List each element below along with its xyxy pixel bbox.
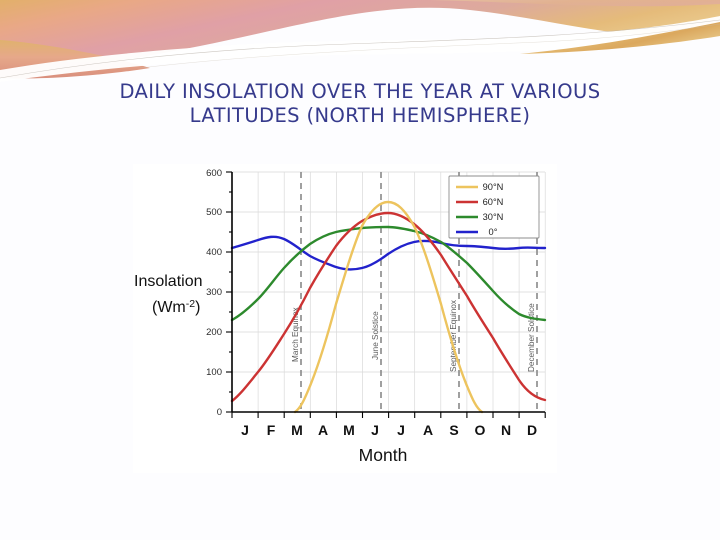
swoosh-band-primary xyxy=(0,0,720,68)
series-line-0deg xyxy=(230,235,547,271)
y-tick-0: 0 xyxy=(217,407,222,418)
y-axis-tick-labels: 0 100 200 300 400 500 600 xyxy=(206,168,222,418)
legend-label-0deg: 0° xyxy=(489,227,498,237)
x-axis-ticks xyxy=(231,412,546,418)
y-tick-600: 600 xyxy=(206,168,222,179)
x-tick-jun: J xyxy=(371,422,379,438)
series-line-90n xyxy=(293,200,484,414)
swoosh-highlight xyxy=(430,0,720,7)
x-tick-jan: J xyxy=(241,422,249,438)
y-tick-300: 300 xyxy=(206,287,222,298)
header-decoration xyxy=(0,0,720,86)
swoosh-white-ribbon xyxy=(0,16,720,82)
swoosh-band-gold xyxy=(520,22,720,54)
y-axis-unit-prefix: (Wm xyxy=(152,299,186,316)
swoosh-hairline-1 xyxy=(0,19,720,79)
series-line-30n xyxy=(230,225,547,322)
y-axis-title-line2: (Wm-2) xyxy=(152,298,200,316)
y-tick-400: 400 xyxy=(206,247,222,258)
page-title: DAILY INSOLATION OVER THE YEAR AT VARIOU… xyxy=(119,80,601,127)
x-tick-oct: O xyxy=(475,422,486,438)
annotation-september-equinox: September Equinox xyxy=(449,172,460,412)
legend-label-60n: 60°N xyxy=(483,197,504,207)
y-tick-200: 200 xyxy=(206,327,222,338)
swoosh-hairline-2 xyxy=(139,23,720,69)
y-axis-title-line1: Insolation xyxy=(134,273,203,290)
annotation-label-september-equinox: September Equinox xyxy=(449,300,458,372)
y-tick-500: 500 xyxy=(206,207,222,218)
annotation-december-solstice: December Solstice xyxy=(527,172,538,412)
y-tick-100: 100 xyxy=(206,367,222,378)
header-swoosh-svg xyxy=(0,0,720,82)
legend-background xyxy=(448,175,540,239)
x-axis-title: Month xyxy=(359,445,408,465)
legend-label-90n: 90°N xyxy=(483,182,504,192)
x-tick-may: M xyxy=(343,422,355,438)
annotation-label-december-solstice: December Solstice xyxy=(527,303,536,372)
chart-figure-panel: March Equinox June Solstice September Eq… xyxy=(133,164,557,473)
x-axis-tick-labels: J F M A M J J A S O N D xyxy=(241,422,537,438)
annotation-march-equinox: March Equinox xyxy=(291,172,302,412)
x-tick-feb: F xyxy=(267,422,276,438)
y-axis-ticks xyxy=(226,171,232,413)
x-tick-dec: D xyxy=(527,422,537,438)
annotation-label-june-solstice: June Solstice xyxy=(371,311,380,360)
chart-legend: 90°N 60°N 30°N 0° xyxy=(448,175,540,239)
series-line-60n xyxy=(230,211,547,403)
insolation-line-chart: March Equinox June Solstice September Eq… xyxy=(134,168,547,465)
x-tick-apr: A xyxy=(318,422,328,438)
x-tick-sep: S xyxy=(449,422,458,438)
annotation-label-march-equinox: March Equinox xyxy=(291,307,300,362)
x-tick-jul: J xyxy=(397,422,405,438)
x-tick-nov: N xyxy=(501,422,511,438)
y-axis-unit-suffix: ) xyxy=(195,299,200,316)
y-axis-unit-exponent: -2 xyxy=(186,298,195,310)
annotation-june-solstice: June Solstice xyxy=(371,172,382,412)
x-tick-mar: M xyxy=(291,422,303,438)
legend-label-30n: 30°N xyxy=(483,212,504,222)
y-axis-title: Insolation (Wm-2) xyxy=(134,273,203,316)
x-tick-aug: A xyxy=(423,422,433,438)
